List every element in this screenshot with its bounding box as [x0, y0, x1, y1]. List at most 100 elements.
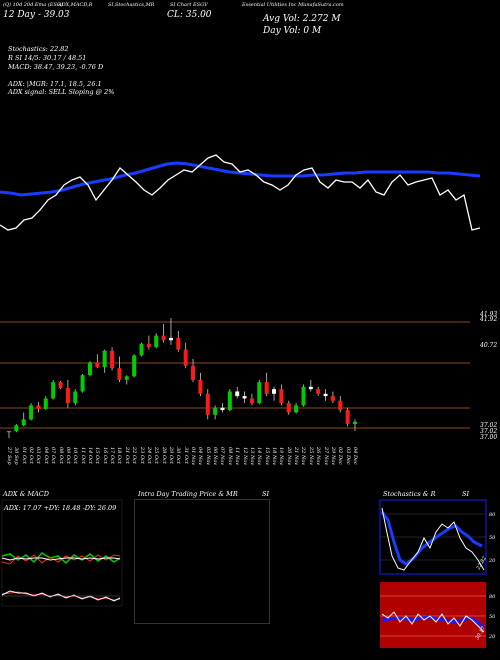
header-col-2: ADX,MACD,R	[58, 2, 93, 8]
date-label: 25 Nov	[307, 447, 314, 466]
date-label: 30 Oct	[175, 447, 182, 464]
date-label: 07 Nov	[219, 447, 226, 466]
adx-signal: ADX signal: SELL Sloping @ 2%	[8, 88, 115, 96]
date-label: 09 Oct	[64, 447, 71, 464]
candlestick-chart	[0, 318, 470, 439]
price-level-4: 37.02	[480, 422, 498, 429]
date-label: 25 Oct	[153, 447, 160, 464]
date-axis: 27 Sep 30 Sep 01 Oct 02 Oct 03 Oct 04 Oct 07 O…	[0, 447, 500, 487]
date-label: 26 Nov	[315, 447, 322, 466]
date-label: 08 Oct	[57, 447, 64, 464]
date-label: 28 Oct	[160, 447, 167, 464]
candle-body	[353, 421, 357, 425]
si-bg	[380, 582, 486, 648]
candle-body	[80, 375, 85, 392]
candle-body	[338, 400, 343, 411]
price-level-5: 37.02	[480, 428, 498, 435]
date-label: 22 Nov	[300, 447, 307, 466]
candle-body	[242, 396, 247, 399]
candle-body	[139, 343, 144, 356]
candle-body	[213, 407, 218, 415]
price-level-3: 40.72	[480, 342, 498, 349]
candle-body	[345, 410, 350, 425]
candle-body	[146, 343, 151, 348]
date-label: 29 Oct	[167, 447, 174, 464]
date-label: 11 Nov	[234, 447, 241, 466]
candle-body	[124, 376, 129, 380]
date-label: 29 Nov	[329, 447, 336, 466]
date-label: 27 Nov	[322, 447, 329, 466]
candle-body	[316, 389, 321, 394]
r-si-value: R SI 14/5: 30.17 / 48.51	[8, 54, 87, 62]
candle-body	[205, 393, 210, 415]
candle-body	[308, 386, 313, 390]
candle-body	[51, 382, 56, 399]
si-tick-80: 80	[489, 594, 496, 600]
candle-body	[249, 398, 254, 404]
date-label: 08 Nov	[226, 447, 233, 466]
stoch-tick-50: 50	[489, 535, 496, 541]
date-label: 01 Nov	[190, 447, 197, 466]
adx-panel: ADX: 17.07 +DY: 18.48 -DY: 26.09	[1, 499, 123, 607]
date-label: 17 Oct	[109, 447, 116, 464]
ema-summary: 12 Day - 39.03	[3, 10, 70, 20]
adx-main-line	[1, 557, 121, 561]
date-label: 02 Oct	[28, 447, 35, 464]
date-label: 04 Dec	[352, 447, 358, 465]
stoch-d-line	[380, 511, 483, 566]
price-level-1: 41.93	[480, 311, 498, 318]
adx-value: ADX: |MGR: 17.1, 18.5, 26.1	[8, 80, 102, 88]
stoch-si-label: SI	[462, 490, 470, 498]
candle-body	[43, 398, 48, 409]
si-line	[381, 611, 485, 633]
candle-body	[36, 405, 41, 409]
intraday-panel	[134, 499, 270, 624]
price-line	[0, 154, 481, 231]
date-label: 20 Nov	[285, 447, 292, 466]
stochastics-value: Stochastics: 22.82	[8, 45, 69, 53]
si-tick-20: 20	[488, 634, 496, 640]
adx-macd-title: ADX & MACD	[3, 490, 49, 498]
candle-body	[29, 405, 34, 420]
date-label: 10 Oct	[72, 447, 79, 464]
stoch-k-line	[381, 507, 485, 571]
candle-body	[161, 335, 166, 341]
stoch-tick-20: 20	[488, 558, 496, 564]
date-label: 15 Nov	[263, 447, 270, 466]
candle-body	[21, 419, 26, 426]
date-label: 12 Nov	[241, 447, 248, 466]
day-volume: Day Vol: 0 M	[263, 26, 322, 36]
header-col-5: Essential Utilities Inc MunafaSutra.com	[242, 2, 344, 8]
candle-body	[7, 431, 11, 433]
header-col-4: SI Chart ESGV	[170, 2, 208, 8]
candle-body	[198, 379, 203, 394]
date-label: 21 Nov	[293, 447, 300, 466]
si-tick-50: 50	[489, 614, 496, 620]
candle-body	[183, 349, 188, 366]
stochastics-panel: 80 50 20 22.82 80 50 20 30.17	[379, 499, 496, 648]
date-label: 01 Oct	[20, 447, 27, 464]
header-col-1: (Q) 10d 20d Ema (ESG)	[3, 2, 63, 8]
date-label: 30 Sep	[13, 447, 20, 465]
candle-body	[58, 382, 63, 388]
candle-body	[168, 337, 173, 341]
macd-value: MACD: 38.47, 39.23, -0.76 D	[8, 63, 104, 71]
date-label: 15 Oct	[94, 447, 101, 464]
stoch-r-title: Stochastics & R	[383, 490, 436, 498]
candle-body	[176, 337, 181, 350]
candle-body	[294, 405, 299, 413]
date-label: 03 Dec	[344, 447, 351, 465]
ema-line	[0, 161, 481, 197]
date-label: 21 Oct	[123, 447, 130, 464]
candle-body	[235, 391, 240, 397]
date-label: 31 Oct	[182, 447, 189, 464]
candle-body	[117, 368, 122, 380]
candle-body	[65, 387, 70, 404]
price-level-6: 37.00	[480, 434, 498, 441]
candle-body	[286, 403, 291, 413]
date-label: 23 Oct	[138, 447, 145, 464]
candle-body	[132, 355, 137, 377]
candle-body	[95, 362, 100, 368]
date-label: 24 Oct	[145, 447, 152, 464]
candle-body	[154, 335, 159, 348]
